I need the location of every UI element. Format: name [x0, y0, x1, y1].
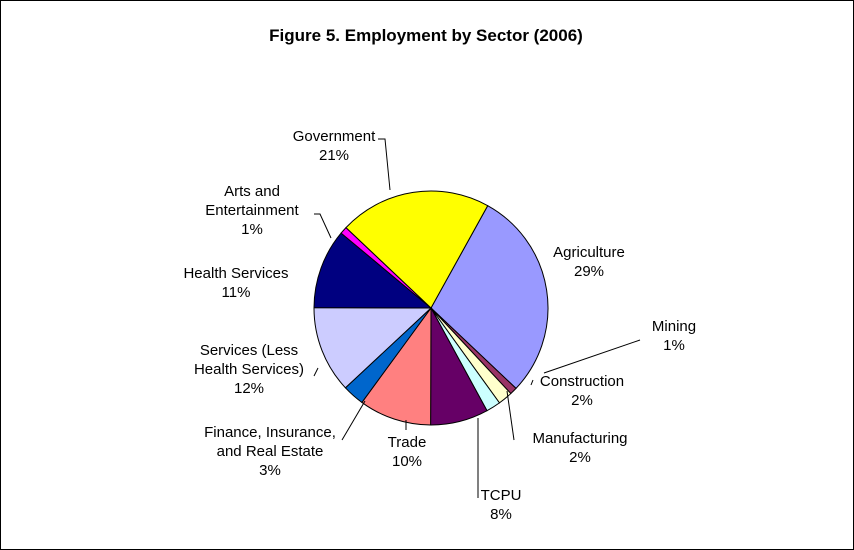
slice-percent: 1% — [241, 221, 263, 238]
slice-percent: 10% — [392, 453, 422, 470]
pie-slice-trade — [361, 306, 432, 426]
chart-title: Figure 5. Employment by Sector (2006) — [269, 26, 583, 45]
slice-label-government: Government 21% — [293, 128, 376, 164]
slice-percent: 1% — [663, 337, 685, 354]
slice-percent: 29% — [574, 263, 604, 280]
slice-percent: 11% — [222, 284, 251, 301]
slice-label-trade: Trade 10% — [388, 434, 427, 470]
slice-label-services-less-health-services: Services (Less Health Services) 12% — [194, 342, 304, 397]
slice-percent: 3% — [259, 462, 281, 479]
slice-percent: 8% — [490, 506, 512, 523]
slice-label-manufacturing: Manufacturing 2% — [532, 430, 627, 466]
pie-slice-agriculture — [430, 204, 549, 390]
slice-label-health-services: Health Services 11% — [183, 265, 288, 301]
leader-line — [313, 367, 319, 377]
slice-label-tcpu: TCPU 8% — [481, 487, 522, 523]
slice-percent: 21% — [319, 147, 349, 164]
slice-label-agriculture: Agriculture 29% — [553, 244, 625, 280]
pie-slice-government — [345, 190, 489, 309]
pie-slice-services-less-health-services — [313, 307, 433, 389]
leader-line — [543, 339, 641, 374]
slice-label-finance-insurance-and-real-estate: Finance, Insurance, and Real Estate 3% — [204, 424, 336, 479]
slice-label-mining: Mining 1% — [652, 318, 696, 354]
leader-line — [341, 400, 366, 441]
pie-slice-health-services — [313, 232, 433, 309]
leader-line — [378, 138, 391, 191]
slice-label-construction: Construction 2% — [540, 373, 624, 409]
leader-line — [314, 213, 332, 239]
slice-percent: 12% — [234, 380, 264, 397]
slice-percent: 2% — [571, 392, 593, 409]
slice-label-arts-and-entertainment: Arts and Entertainment 1% — [205, 183, 299, 238]
leader-line — [530, 379, 534, 386]
slice-percent: 2% — [569, 449, 591, 466]
leader-line — [506, 390, 515, 441]
